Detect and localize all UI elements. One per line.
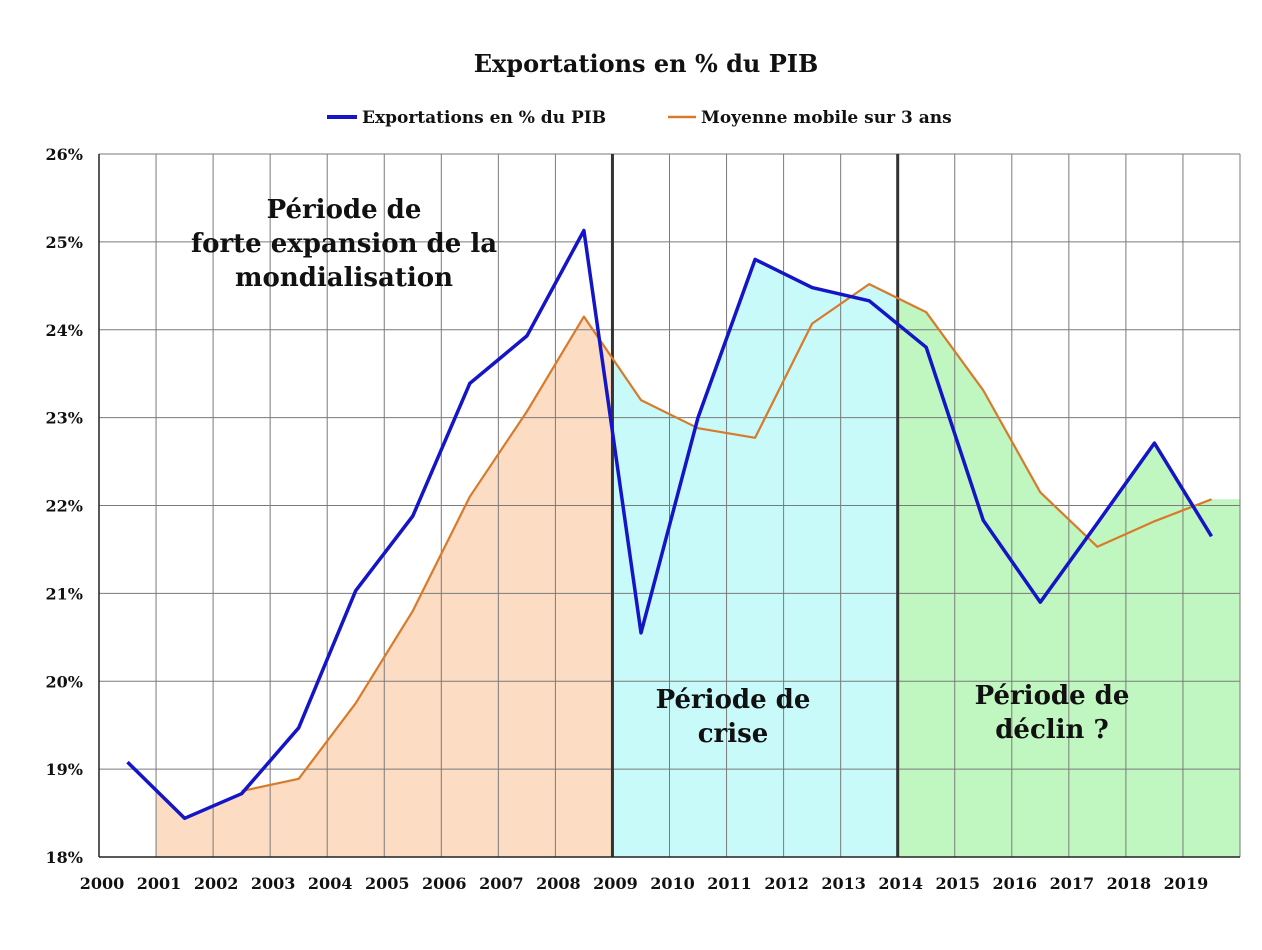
x-tick-label: 2014 — [878, 874, 923, 893]
y-tick-label: 20% — [46, 672, 83, 691]
x-tick-label: 2001 — [137, 874, 182, 893]
x-tick-label: 2012 — [764, 874, 809, 893]
x-tick-label: 2010 — [650, 874, 695, 893]
x-tick-label: 2019 — [1164, 874, 1209, 893]
annotation-line: crise — [698, 719, 769, 749]
period-annotation-3: Période de déclin ? — [975, 681, 1130, 745]
x-tick-label: 2013 — [821, 874, 866, 893]
y-tick-label: 26% — [46, 145, 83, 164]
x-tick-label: 2007 — [479, 874, 524, 893]
y-tick-label: 25% — [46, 233, 83, 252]
grid — [98, 153, 1241, 858]
x-tick-label: 2008 — [536, 874, 581, 893]
x-tick-label: 2004 — [308, 874, 353, 893]
annotation-line: Période de — [267, 195, 422, 225]
y-tick-label: 18% — [46, 848, 83, 867]
shaded-regions — [156, 259, 1240, 858]
period-annotations: Période de forte expansion de la mondialis… — [191, 195, 1129, 749]
annotation-line: Période de — [656, 685, 811, 715]
x-tick-label: 2000 — [80, 874, 125, 893]
x-tick-label: 2005 — [365, 874, 410, 893]
y-tick-label: 23% — [46, 409, 83, 428]
moving-average-line — [241, 283, 1212, 793]
annotation-line: déclin ? — [995, 715, 1109, 745]
x-tick-label: 2011 — [707, 874, 752, 893]
region-2 — [612, 259, 898, 857]
axes: 18% 19% 20% 21% 22% 23% 24% 25% 26% 2000 2001 2002 2… — [46, 145, 1240, 893]
exports-line — [126, 228, 1213, 821]
x-tick-label: 2009 — [593, 874, 638, 893]
x-tick-label: 2003 — [251, 874, 296, 893]
y-tick-label: 22% — [46, 497, 83, 516]
x-tick-label: 2017 — [1050, 874, 1095, 893]
period-annotation-2: Période de crise — [656, 685, 811, 749]
x-tick-label: 2016 — [993, 874, 1038, 893]
y-tick-label: 24% — [46, 321, 83, 340]
legend-label-exports: Exportations en % du PIB — [362, 108, 606, 128]
legend-label-moving-average: Moyenne mobile sur 3 ans — [701, 108, 952, 128]
series-exports — [126, 228, 1213, 821]
legend: Exportations en % du PIB Moyenne mobile … — [327, 108, 952, 128]
x-tick-label: 2015 — [935, 874, 980, 893]
y-tick-label: 19% — [46, 760, 83, 779]
x-tick-label: 2002 — [194, 874, 239, 893]
annotation-line: mondialisation — [235, 263, 453, 293]
period-dividers — [610, 154, 900, 857]
annotation-line: Période de — [975, 681, 1130, 711]
chart-title: Exportations en % du PIB — [474, 49, 819, 78]
period-annotation-1: Période de forte expansion de la mondialis… — [191, 195, 497, 293]
x-tick-label: 2006 — [422, 874, 467, 893]
y-tick-label: 21% — [46, 584, 83, 603]
annotation-line: forte expansion de la — [191, 229, 497, 259]
x-tick-label: 2018 — [1107, 874, 1152, 893]
